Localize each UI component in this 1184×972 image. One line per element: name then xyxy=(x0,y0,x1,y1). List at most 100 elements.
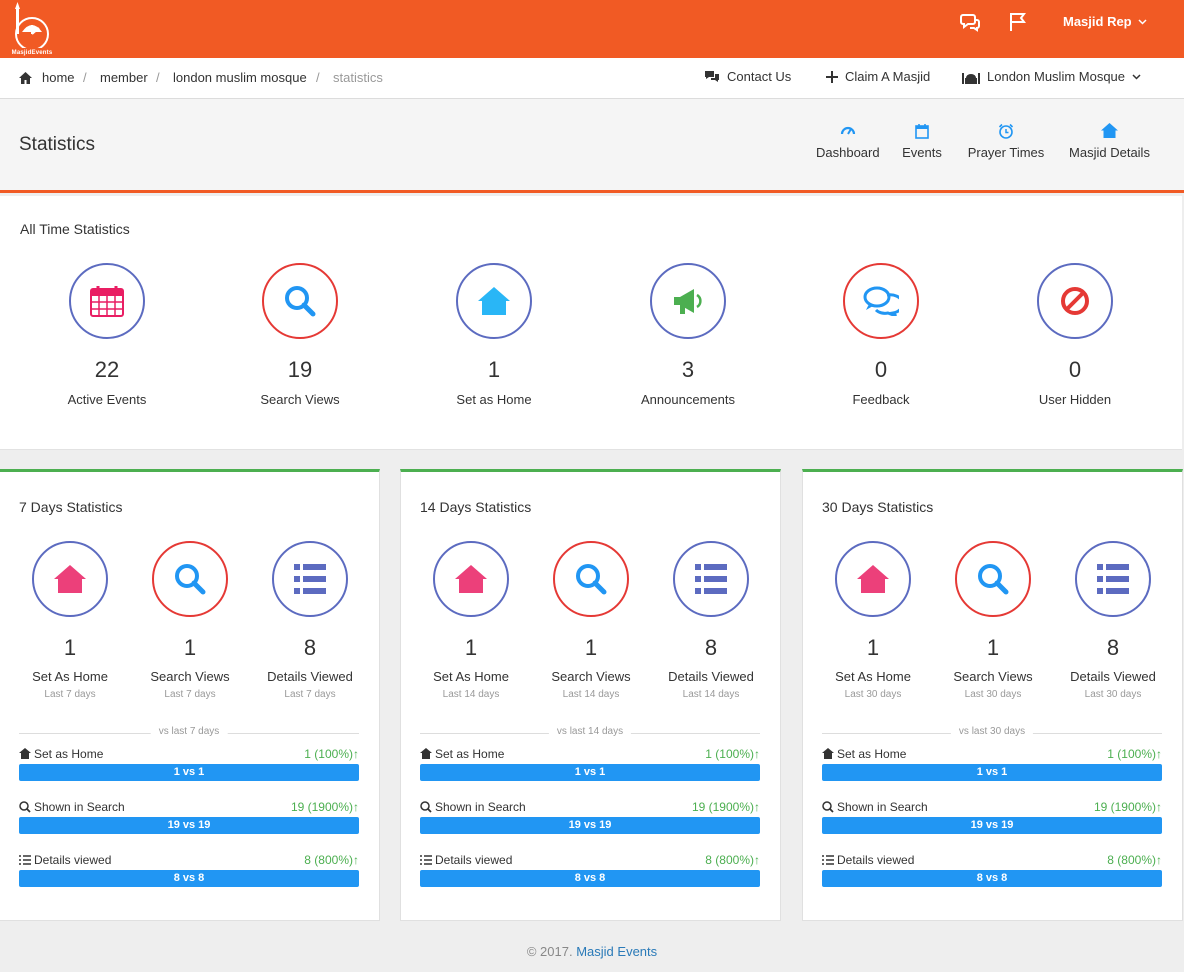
stat-value: 3 xyxy=(681,357,695,382)
mini-stat-set-as-home: 1 Set As Home Last 7 days xyxy=(10,540,130,700)
panel-title: 7 Days Statistics xyxy=(19,499,123,515)
masjid-selector[interactable]: London Muslim Mosque xyxy=(962,69,1141,84)
mini-stat-search-views: 1 Search Views Last 30 days xyxy=(933,540,1053,700)
stat-label: Set As Home xyxy=(32,669,108,684)
masjid-selector-label: London Muslim Mosque xyxy=(987,69,1126,84)
stat-label: Details Viewed xyxy=(267,669,353,684)
masjid-events-link[interactable]: Masjid Events xyxy=(576,944,658,959)
home-icon[interactable] xyxy=(19,71,32,89)
comparison-details-viewed: Details viewed 8 (800%)↑ 8 vs 8 xyxy=(19,852,359,887)
stat-label: Feedback xyxy=(852,392,910,407)
breadcrumb-member[interactable]: member xyxy=(100,70,148,85)
stat-ring xyxy=(271,540,349,618)
comparison-name: Shown in Search xyxy=(435,799,526,814)
stat-label: Search Views xyxy=(953,669,1033,684)
breadcrumb-separator: / xyxy=(83,70,87,85)
arrow-up-icon: ↑ xyxy=(1156,799,1162,814)
contact-us-link[interactable]: Contact Us xyxy=(704,69,791,84)
comparison-percent: 19 (1900%) xyxy=(1093,799,1156,814)
masjid-events-logo[interactable]: MasjidEvents xyxy=(4,2,60,56)
stat-label: Search Views xyxy=(260,392,340,407)
stat-label: Details Viewed xyxy=(668,669,754,684)
panel-title: All Time Statistics xyxy=(20,221,130,237)
mini-stat-set-as-home: 1 Set As Home Last 14 days xyxy=(411,540,531,700)
ban-icon xyxy=(1036,262,1114,340)
breadcrumb: home / member / london muslim mosque / s… xyxy=(0,58,1184,99)
comparison-progress-bar: 19 vs 19 xyxy=(19,817,359,834)
nav-dashboard[interactable]: Dashboard xyxy=(816,123,880,160)
stat-ring xyxy=(842,262,920,340)
stat-value: 8 xyxy=(704,635,718,660)
nav-prayer-times[interactable]: Prayer Times xyxy=(967,123,1045,160)
list-icon xyxy=(19,854,31,865)
comments-icon xyxy=(705,70,719,82)
nav-events[interactable]: Events xyxy=(902,123,942,160)
chevron-down-icon xyxy=(1138,18,1147,25)
comparison-set-as-home: Set as Home 1 (100%)↑ 1 vs 1 xyxy=(420,746,760,781)
nav-events-label: Events xyxy=(902,145,942,160)
comparison-name: Details viewed xyxy=(435,852,513,867)
breadcrumb-home[interactable]: home xyxy=(42,70,75,85)
stat-value: 1 xyxy=(487,357,501,382)
comparison-percent: 8 (800%) xyxy=(304,852,353,867)
stat-value: 1 xyxy=(986,635,1000,660)
arrow-up-icon: ↑ xyxy=(754,799,760,814)
mini-stat-details-viewed: 8 Details Viewed Last 14 days xyxy=(651,540,771,700)
stat-set-as-home: 1 Set as Home xyxy=(414,262,574,407)
stat-ring xyxy=(432,540,510,618)
search-icon xyxy=(261,262,339,340)
home-icon xyxy=(31,540,109,618)
stat-value: 1 xyxy=(183,635,197,660)
mini-stat-set-as-home: 1 Set As Home Last 30 days xyxy=(813,540,933,700)
flag-icon[interactable] xyxy=(1009,12,1027,37)
nav-masjid-details[interactable]: Masjid Details xyxy=(1068,123,1151,160)
comparison-name: Details viewed xyxy=(837,852,915,867)
comparison-details-viewed: Details viewed 8 (800%)↑ 8 vs 8 xyxy=(822,852,1162,887)
stat-sublabel: Last 7 days xyxy=(284,689,336,700)
stat-ring xyxy=(1074,540,1152,618)
period-card-30-days: 30 Days Statistics 1 Set As Home Last 30… xyxy=(802,469,1183,921)
comparison-name: Set as Home xyxy=(34,746,104,761)
contact-us-label: Contact Us xyxy=(727,69,792,84)
home-icon xyxy=(19,748,31,759)
comparison-progress-bar: 8 vs 8 xyxy=(822,870,1162,887)
chat-icon[interactable] xyxy=(960,12,980,37)
comparison-set-as-home: Set as Home 1 (100%)↑ 1 vs 1 xyxy=(19,746,359,781)
stat-ring xyxy=(1036,262,1114,340)
comparison-progress-bar: 1 vs 1 xyxy=(822,764,1162,781)
search-icon xyxy=(954,540,1032,618)
stat-ring xyxy=(834,540,912,618)
mini-stat-search-views: 1 Search Views Last 7 days xyxy=(130,540,250,700)
stat-announcements: 3 Announcements xyxy=(608,262,768,407)
comparison-name: Set as Home xyxy=(837,746,907,761)
footer: © 2017. Masjid Events xyxy=(0,944,1184,959)
stat-sublabel: Last 7 days xyxy=(44,689,96,700)
breadcrumb-mosque[interactable]: london muslim mosque xyxy=(173,70,307,85)
stat-value: 8 xyxy=(1106,635,1120,660)
claim-masjid-link[interactable]: Claim A Masjid xyxy=(826,69,930,84)
user-menu[interactable]: Masjid Rep xyxy=(1063,14,1147,29)
stat-ring xyxy=(68,262,146,340)
stat-label: Set As Home xyxy=(835,669,911,684)
stat-label: User Hidden xyxy=(1038,392,1112,407)
stat-value: 0 xyxy=(874,357,888,382)
stat-label: Set as Home xyxy=(456,392,532,407)
home-icon xyxy=(834,540,912,618)
period-card-7-days: 7 Days Statistics 1 Set As Home Last 7 d… xyxy=(0,469,380,921)
breadcrumb-statistics: statistics xyxy=(333,70,383,85)
comparison-percent: 1 (100%) xyxy=(705,746,754,761)
breadcrumb-separator: / xyxy=(156,70,160,85)
stat-value: 8 xyxy=(303,635,317,660)
nav-prayer-times-label: Prayer Times xyxy=(967,145,1045,160)
vs-label: vs last 14 days xyxy=(548,726,632,737)
calendar-icon xyxy=(68,262,146,340)
top-navbar: MasjidEvents Masjid Rep xyxy=(0,0,1184,58)
period-card-14-days: 14 Days Statistics 1 Set As Home Last 14… xyxy=(400,469,781,921)
panel-title: 30 Days Statistics xyxy=(822,499,934,515)
stat-value: 1 xyxy=(63,635,77,660)
claim-masjid-label: Claim A Masjid xyxy=(845,69,931,84)
stat-label: Details Viewed xyxy=(1070,669,1156,684)
comparison-percent: 8 (800%) xyxy=(1107,852,1156,867)
stat-ring xyxy=(552,540,630,618)
stat-sublabel: Last 30 days xyxy=(844,689,902,700)
